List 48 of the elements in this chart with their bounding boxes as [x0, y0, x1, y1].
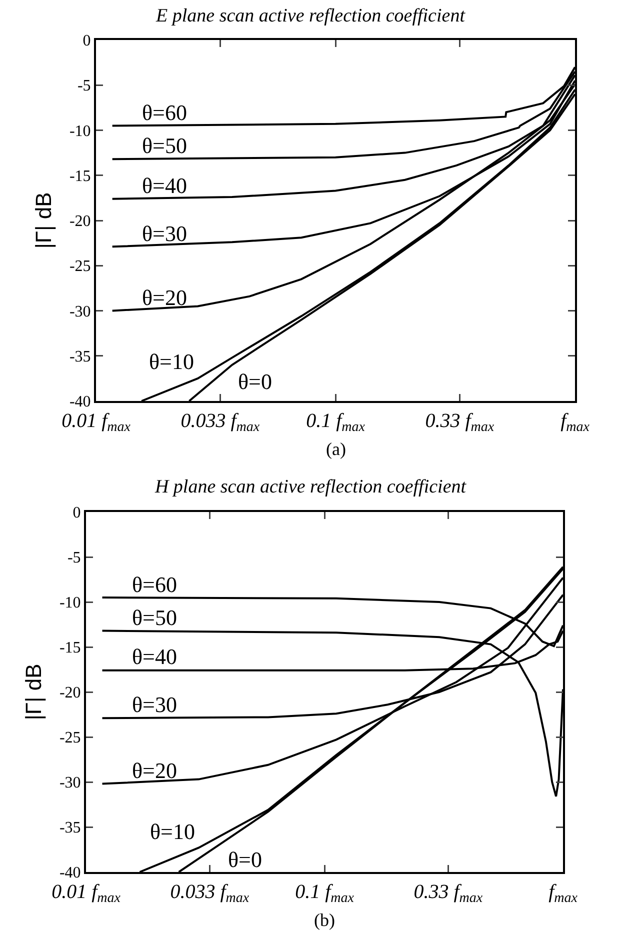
y-tick-label: -10: [69, 122, 91, 140]
y-tick-label: -20: [69, 213, 91, 230]
series-label: θ=50: [142, 133, 187, 158]
text: (a): [326, 439, 346, 459]
series-label: θ=0: [228, 847, 262, 872]
series-label: θ=40: [132, 644, 177, 669]
y-tick-label: -40: [69, 394, 91, 411]
series-label: θ=50: [132, 605, 177, 630]
y-tick-label: -5: [67, 550, 81, 567]
x-tick-label: f$_{max}$: [560, 410, 590, 436]
x-tick-label: 0.01 f$_{max}$: [52, 881, 122, 906]
series-label: θ=30: [142, 221, 187, 246]
y-axis-title: |Γ| dB: [30, 192, 56, 249]
chart-title: H plane scan active reflection coefficient: [154, 476, 467, 498]
text: (b): [314, 910, 335, 930]
y-tick-label: -10: [59, 594, 81, 612]
series-label: θ=10: [150, 819, 195, 844]
series-label: θ=20: [142, 285, 187, 310]
x-tick-label: 0.33 f$_{max}$: [425, 410, 495, 436]
y-tick-label: -25: [59, 730, 81, 747]
y-tick-label: -30: [59, 774, 81, 792]
y-tick-label: -25: [69, 258, 91, 276]
series-label: θ=10: [149, 349, 194, 374]
x-tick-label: 0.01 f$_{max}$: [62, 410, 132, 436]
series-label: θ=60: [132, 572, 177, 597]
y-tick-label: -15: [59, 640, 81, 657]
x-tick-label: 0.033 f$_{max}$: [180, 410, 260, 436]
y-tick-label: -35: [69, 348, 91, 366]
x-tick-label: 0.033 f$_{max}$: [170, 881, 250, 906]
x-tick-label: f$_{max}$: [548, 881, 578, 906]
series-label: θ=60: [142, 100, 187, 125]
y-tick-label: 0: [72, 504, 81, 522]
y-axis-title: |Γ| dB: [20, 664, 46, 720]
x-tick-label: 0.33 f$_{max}$: [414, 881, 484, 906]
y-tick-label: -30: [69, 303, 91, 320]
y-tick-label: -35: [59, 820, 81, 837]
chart-title: E plane scan active reflection coefficient: [155, 5, 466, 26]
x-tick-label: 0.1 f$_{max}$: [295, 881, 355, 906]
y-tick-label: -40: [59, 864, 81, 882]
x-tick-label: 0.1 f$_{max}$: [306, 410, 366, 436]
series-label: θ=20: [132, 758, 177, 783]
y-tick-label: 0: [82, 32, 91, 50]
series-label: θ=40: [142, 173, 187, 198]
series-label: θ=30: [132, 692, 177, 717]
y-tick-label: -15: [69, 168, 91, 185]
y-tick-label: -5: [77, 78, 91, 95]
series-label: θ=0: [238, 369, 272, 394]
y-tick-label: -20: [59, 684, 81, 702]
